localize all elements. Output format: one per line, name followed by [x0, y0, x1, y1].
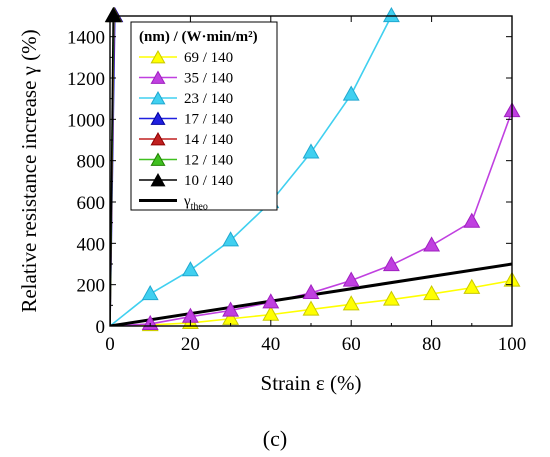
legend-label: 69 / 140	[184, 50, 233, 66]
y-tick-label: 600	[77, 193, 106, 214]
data-point	[342, 271, 360, 287]
y-axis-label: Relative resistance increase γ (%)	[17, 29, 41, 312]
data-point	[382, 6, 400, 23]
data-point	[423, 236, 441, 252]
data-point	[463, 212, 481, 228]
x-tick-label: 80	[422, 334, 441, 355]
x-axis-label: Strain ε (%)	[261, 371, 362, 395]
legend-marker	[150, 70, 166, 84]
legend-marker	[150, 90, 166, 105]
legend-label: 10 / 140	[184, 173, 233, 189]
y-tick-label: 0	[96, 317, 106, 338]
x-tick-label: 0	[105, 334, 115, 355]
y-tick-label: 400	[77, 234, 106, 255]
data-point	[382, 290, 400, 306]
data-point	[302, 300, 320, 316]
legend-marker	[150, 152, 166, 166]
data-point	[262, 293, 280, 309]
legend-label: 17 / 140	[184, 112, 233, 128]
legend: (nm) / (W·min/m²) 69 / 140 35 / 140 23 / 1…	[130, 21, 278, 213]
legend-marker	[150, 131, 166, 146]
data-point	[302, 283, 320, 300]
data-point	[222, 301, 240, 317]
data-point	[342, 295, 360, 311]
data-point	[342, 85, 360, 101]
y-tick-label: 800	[77, 152, 106, 173]
legend-marker	[150, 172, 166, 187]
legend-label: 12 / 140	[184, 153, 233, 169]
data-point	[423, 284, 441, 301]
legend-label: 14 / 140	[184, 132, 233, 148]
series-line	[110, 16, 393, 326]
y-tick-label: 200	[77, 276, 106, 297]
data-point	[222, 231, 240, 247]
panel-label: (c)	[263, 426, 287, 451]
legend-title: (nm) / (W·min/m²)	[139, 29, 258, 45]
data-point	[302, 143, 320, 159]
legend-marker	[150, 49, 166, 64]
y-tick-label: 1000	[67, 110, 105, 131]
data-point	[181, 261, 199, 277]
data-point	[141, 284, 159, 301]
legend-marker	[150, 111, 166, 125]
x-tick-label: 60	[342, 334, 361, 355]
x-tick-label: 40	[261, 334, 280, 355]
x-tick-label: 100	[498, 334, 527, 355]
y-tick-label: 1200	[67, 69, 105, 90]
x-tick-label: 20	[181, 334, 200, 355]
data-point	[382, 256, 400, 272]
y-tick-label: 1400	[67, 28, 105, 49]
legend-label: 35 / 140	[184, 71, 233, 87]
legend-label: 23 / 140	[184, 91, 233, 107]
data-point	[463, 278, 481, 294]
